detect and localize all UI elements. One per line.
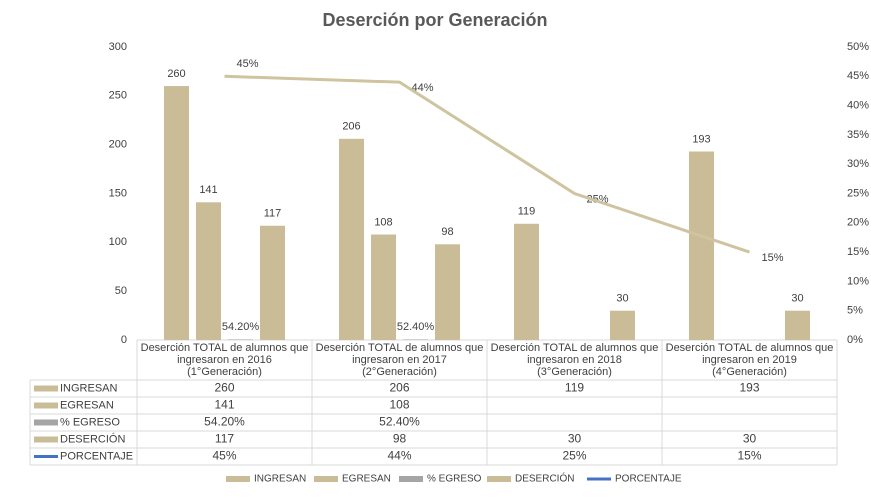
table-cell: 25% <box>562 449 586 463</box>
table-cell: 108 <box>389 398 409 412</box>
table-cell: 193 <box>739 381 759 395</box>
y2-tick-label: 30% <box>847 158 869 170</box>
row-label: DESERCIÓN <box>60 432 125 445</box>
bar <box>228 339 253 340</box>
data-label: 54.20% <box>222 321 260 333</box>
line <box>224 74 750 254</box>
y2-tick-label: 0% <box>847 334 863 346</box>
data-label: 260 <box>167 68 185 80</box>
row-label: INGRESAN <box>60 382 118 394</box>
y-tick-label: 300 <box>109 41 127 53</box>
x-tick-label: Deserción TOTAL de alumnos que ingresaro… <box>490 342 659 378</box>
bar <box>339 138 364 340</box>
table-cell: 119 <box>565 381 584 395</box>
y2-tick-label: 35% <box>847 129 869 141</box>
y-tick-label: 200 <box>109 139 127 151</box>
table-cell: 206 <box>389 381 409 395</box>
bar <box>371 234 396 340</box>
y-tick-label: 50 <box>115 285 127 297</box>
legend-key <box>314 476 338 482</box>
legend-key <box>226 476 250 482</box>
data-label: 108 <box>374 216 392 228</box>
legend-key <box>34 385 58 392</box>
y2-tick-label: 45% <box>847 70 869 82</box>
legend-key <box>399 476 423 482</box>
table-cell: 15% <box>737 449 761 463</box>
bar <box>164 86 189 340</box>
x-tick-label: Deserción TOTAL de alumnos que ingresaro… <box>315 342 484 378</box>
legend-label: % EGRESO <box>427 474 482 485</box>
bar <box>689 151 714 340</box>
table-cell: 30 <box>743 432 757 446</box>
table-cell: 141 <box>214 398 234 412</box>
data-label: 30 <box>616 293 628 305</box>
data-label: 193 <box>692 133 710 145</box>
table-cell: 117 <box>215 432 234 446</box>
data-label: 45% <box>237 58 259 70</box>
data-label: 141 <box>199 184 217 196</box>
bar <box>435 244 460 340</box>
data-label: 52.40% <box>397 321 435 333</box>
data-label: 30 <box>791 293 803 305</box>
y-tick-label: 0 <box>121 334 127 346</box>
bar <box>403 339 428 340</box>
table-cell: 30 <box>568 432 582 446</box>
data-label: 206 <box>342 121 360 133</box>
data-label: 117 <box>264 208 282 220</box>
bar <box>260 225 285 340</box>
row-label: % EGRESO <box>60 416 120 428</box>
legend-key <box>34 402 58 409</box>
chart-title: Deserción por Generación <box>322 10 547 30</box>
bar <box>785 310 810 340</box>
data-label: 119 <box>518 206 536 218</box>
y2-tick-label: 40% <box>847 100 869 112</box>
y-tick-label: 250 <box>109 90 127 102</box>
legend-label: INGRESAN <box>254 474 306 485</box>
legend-key <box>487 476 511 482</box>
bar <box>514 223 539 340</box>
x-tick-label: Deserción TOTAL de alumnos que ingresaro… <box>140 342 309 378</box>
data-label: 15% <box>762 252 784 264</box>
table-cell: 52.40% <box>379 415 420 429</box>
data-label: 98 <box>441 226 453 238</box>
table-cell: 45% <box>212 449 236 463</box>
table-cell: 44% <box>387 449 411 463</box>
legend-key <box>34 419 58 426</box>
x-tick-label: Deserción TOTAL de alumnos que ingresaro… <box>665 342 834 378</box>
y2-tick-label: 10% <box>847 275 869 287</box>
y-tick-label: 150 <box>109 187 127 199</box>
legend-label: DESERCIÓN <box>515 472 574 485</box>
y-tick-label: 100 <box>109 236 127 248</box>
row-label: PORCENTAJE <box>60 450 133 462</box>
bar <box>610 310 635 340</box>
legend-label: PORCENTAJE <box>615 474 682 485</box>
table-cell: 260 <box>214 381 234 395</box>
y2-tick-label: 25% <box>847 187 869 199</box>
y2-tick-label: 20% <box>847 217 869 229</box>
table-cell: 54.20% <box>204 415 245 429</box>
data-label: 44% <box>412 82 434 94</box>
table-cell: 98 <box>393 432 407 446</box>
y2-tick-label: 50% <box>847 41 869 53</box>
y2-tick-label: 15% <box>847 246 869 258</box>
bar <box>196 202 221 340</box>
row-label: EGRESAN <box>60 399 114 411</box>
y2-tick-label: 5% <box>847 305 863 317</box>
legend-key <box>34 436 58 443</box>
legend-label: EGRESAN <box>342 474 391 485</box>
